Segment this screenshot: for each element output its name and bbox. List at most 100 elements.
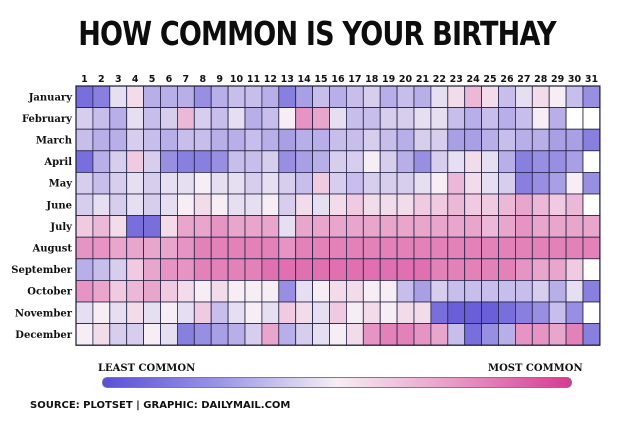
heatmap-cell — [227, 107, 246, 130]
heatmap-cell — [160, 193, 178, 217]
heatmap-cell — [210, 85, 229, 109]
heatmap-cell — [413, 107, 432, 130]
heatmap-cell — [498, 85, 516, 109]
day-tick-label: 17 — [348, 74, 361, 85]
heatmap-cell — [362, 323, 381, 346]
heatmap-cell — [261, 171, 280, 195]
heatmap-cell — [481, 258, 499, 281]
day-tick-label: 27 — [517, 74, 530, 85]
day-tick-label: 23 — [450, 74, 463, 85]
heatmap-cell — [295, 279, 314, 303]
day-tick-label: 1 — [81, 74, 88, 85]
heatmap-cell — [396, 193, 415, 217]
heatmap-cell — [75, 215, 94, 238]
heatmap-cell — [515, 128, 533, 152]
heatmap-cell — [278, 107, 297, 130]
heatmap-cell — [464, 107, 483, 130]
day-tick-label: 15 — [314, 74, 327, 85]
heatmap-cell — [362, 279, 381, 303]
heatmap-cell — [396, 215, 415, 238]
heatmap-cell — [464, 323, 483, 346]
heatmap-cell — [126, 107, 144, 130]
heatmap-cell — [143, 128, 161, 152]
heatmap-cell — [362, 107, 381, 130]
heatmap-cell — [227, 258, 246, 281]
heatmap-cell — [481, 215, 499, 238]
heatmap-cell — [498, 128, 516, 152]
heatmap-cell — [295, 236, 314, 260]
day-tick-label: 2 — [98, 74, 105, 85]
day-tick-label: 16 — [331, 74, 345, 85]
heatmap-cell — [430, 193, 449, 217]
heatmap-cell — [278, 323, 297, 346]
heatmap-cell — [430, 85, 449, 109]
heatmap-cell — [498, 301, 516, 325]
legend-most-label: MOST COMMON — [488, 363, 583, 374]
heatmap-cell — [464, 193, 483, 217]
heatmap-cell — [75, 279, 94, 303]
heatmap-cell — [126, 301, 144, 325]
heatmap-cell — [481, 193, 499, 217]
heatmap-cell — [295, 215, 314, 238]
heatmap-cell — [312, 236, 330, 260]
day-tick-label: 9 — [216, 74, 223, 85]
day-tick-label: 28 — [534, 74, 548, 85]
heatmap-cell — [430, 301, 449, 325]
heatmap-cell — [160, 85, 178, 109]
heatmap-cell — [143, 301, 161, 325]
heatmap-cell — [447, 171, 466, 195]
heatmap-cell — [345, 236, 364, 260]
heatmap-cell — [160, 150, 178, 173]
heatmap-cell — [92, 171, 111, 195]
heatmap-cell — [210, 301, 229, 325]
heatmap-cell — [413, 193, 432, 217]
day-tick-label: 31 — [585, 74, 598, 85]
heatmap-cell — [312, 107, 330, 130]
heatmap-cell — [430, 107, 449, 130]
heatmap-cell — [176, 301, 195, 325]
heatmap-cell — [143, 85, 161, 109]
heatmap-cell — [498, 236, 516, 260]
heatmap-cell — [176, 85, 195, 109]
heatmap-cell — [244, 85, 263, 109]
heatmap-cell — [515, 107, 533, 130]
heatmap-cell — [193, 301, 212, 325]
heatmap-cell — [413, 85, 432, 109]
heatmap-cell — [413, 279, 432, 303]
heatmap-cell — [515, 215, 533, 238]
heatmap-cell — [362, 85, 381, 109]
heatmap-cell — [227, 171, 246, 195]
month-tick-label: August — [31, 244, 72, 255]
heatmap-cell — [582, 236, 601, 260]
heatmap-cell — [227, 128, 246, 152]
heatmap-cell — [261, 279, 280, 303]
heatmap-cell — [447, 236, 466, 260]
heatmap-cell — [481, 150, 499, 173]
heatmap-cell — [430, 150, 449, 173]
heatmap-cell — [109, 323, 128, 346]
legend-least-label: LEAST COMMON — [98, 363, 196, 374]
heatmap-cell — [515, 85, 533, 109]
heatmap-cell — [531, 323, 550, 346]
heatmap-cell — [329, 258, 347, 281]
heatmap-cell — [447, 150, 466, 173]
heatmap-cell — [244, 258, 263, 281]
heatmap-cell — [565, 301, 584, 325]
heatmap-cell — [109, 171, 128, 195]
heatmap-cell — [379, 85, 398, 109]
day-tick-label: 14 — [298, 74, 312, 85]
heatmap-cell — [582, 128, 601, 152]
heatmap-cell — [379, 301, 398, 325]
heatmap-cell — [345, 193, 364, 217]
heatmap-cell — [261, 150, 280, 173]
heatmap-cell — [143, 258, 161, 281]
heatmap-cell — [176, 193, 195, 217]
heatmap-cell — [126, 279, 144, 303]
heatmap-cell — [244, 171, 263, 195]
heatmap-cell — [498, 193, 516, 217]
heatmap-cell — [109, 107, 128, 130]
heatmap-cell — [109, 150, 128, 173]
heatmap-cell — [329, 150, 347, 173]
heatmap-cell — [582, 171, 601, 195]
